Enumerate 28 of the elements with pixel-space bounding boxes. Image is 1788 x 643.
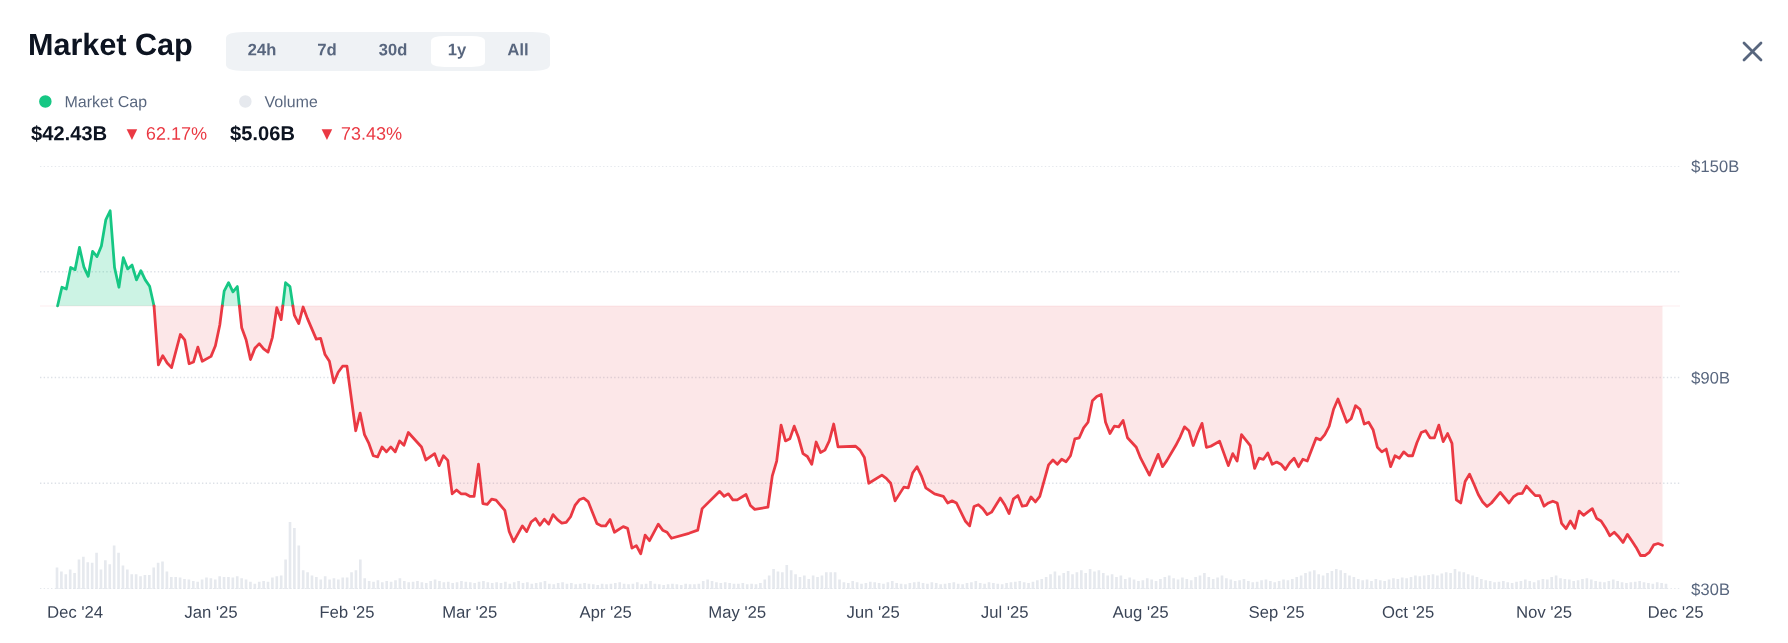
text: 7d: [317, 43, 336, 56]
x-tick-label: Jun '25: [846, 606, 900, 618]
x-tick-label: Jan '25: [184, 606, 237, 618]
y-tick-label: $150B: [1691, 159, 1739, 174]
x-tick-label: Mar '25: [443, 606, 497, 618]
text: ▼ 73.43%: [321, 127, 402, 140]
x-tick-label: Aug '25: [1112, 606, 1168, 622]
chart-title: Market Cap: [30, 32, 192, 62]
x-tick-label: Jul '25: [981, 605, 1028, 618]
legend-label: Volume: [264, 95, 318, 108]
x-tick-label: Dec '25: [1648, 606, 1703, 618]
text: 1y: [448, 43, 467, 59]
text: 30d: [379, 43, 407, 56]
legend-label: Market Cap: [65, 95, 147, 111]
text: $42.43B: [31, 125, 107, 142]
text: 24h: [248, 43, 276, 56]
x-tick-label: Apr '25: [579, 606, 632, 622]
x-tick-label: May '25: [709, 606, 766, 622]
x-tick-label: Feb '25: [320, 605, 374, 618]
text: $5.06B: [230, 125, 295, 142]
text: ▼ 62.17%: [126, 127, 207, 140]
y-tick-label: $90B: [1691, 371, 1730, 385]
x-tick-label: Oct '25: [1382, 606, 1434, 618]
x-tick-label: Nov '25: [1517, 606, 1572, 618]
y-tick-label: $30B: [1691, 582, 1730, 597]
x-tick-label: Dec '24: [48, 606, 103, 618]
text: All: [507, 43, 528, 56]
x-tick-label: Sep '25: [1249, 606, 1304, 622]
